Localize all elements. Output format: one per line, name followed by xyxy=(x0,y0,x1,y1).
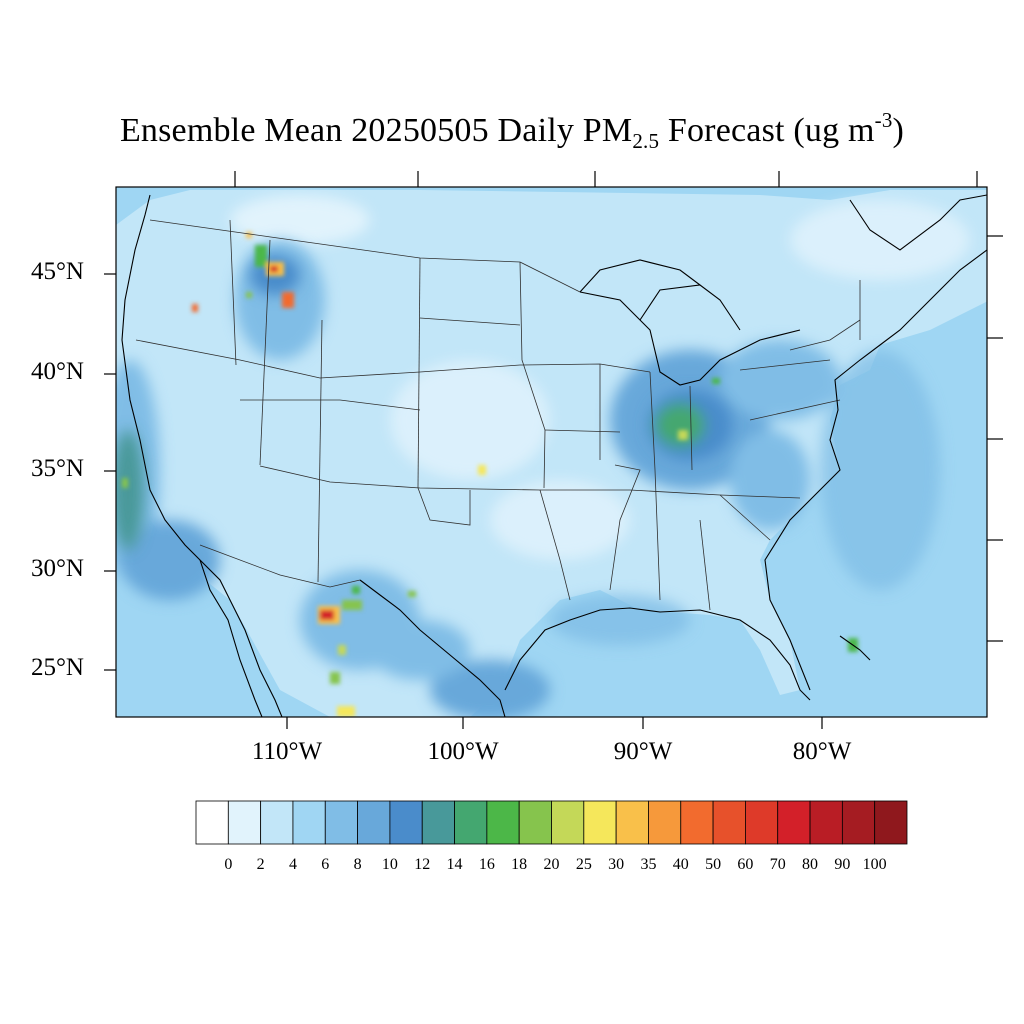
map-title: Ensemble Mean 20250505 Daily PM2.5 Forec… xyxy=(0,110,1024,153)
colorbar-tick-label: 6 xyxy=(321,856,330,873)
colorbar-tick-label: 20 xyxy=(543,856,560,873)
title-subscript: 2.5 xyxy=(632,129,660,153)
lon-label-80w: 80°W xyxy=(792,738,852,765)
colorbar-tick-label: 12 xyxy=(414,856,431,873)
colorbar-swatch xyxy=(841,800,876,845)
colorbar-tick-label: 25 xyxy=(575,856,592,873)
title-middle: Forecast (ug m xyxy=(659,112,875,149)
colorbar-tick-label: 70 xyxy=(769,856,786,873)
colorbar-swatch xyxy=(745,800,779,845)
lat-label-25n: 25°N xyxy=(30,654,84,681)
colorbar-swatch xyxy=(777,800,811,845)
colorbar-swatch xyxy=(195,800,229,845)
colorbar-tick-label: 40 xyxy=(672,856,689,873)
colorbar-swatch xyxy=(615,800,649,845)
lat-label-30n: 30°N xyxy=(30,555,84,582)
colorbar-tick-label: 14 xyxy=(446,856,463,873)
colorbar-swatch xyxy=(227,800,262,845)
colorbar xyxy=(195,800,908,845)
axis-ticks xyxy=(104,171,1003,729)
colorbar-tick-label: 10 xyxy=(381,856,398,873)
colorbar-swatch xyxy=(357,800,391,845)
map-field xyxy=(116,187,987,717)
colorbar-tick-label: 50 xyxy=(705,856,722,873)
lat-label-45n: 45°N xyxy=(30,258,84,285)
title-suffix: ) xyxy=(892,112,905,149)
colorbar-tick-label: 80 xyxy=(802,856,819,873)
colorbar-tick-label: 60 xyxy=(737,856,754,873)
colorbar-swatch xyxy=(292,800,326,845)
lon-label-90w: 90°W xyxy=(613,738,673,765)
lon-label-100w: 100°W xyxy=(427,738,499,765)
coastlines xyxy=(121,194,987,717)
colorbar-tick-label: 30 xyxy=(608,856,625,873)
colorbar-swatch xyxy=(389,800,423,845)
title-prefix: Ensemble Mean 20250505 Daily PM xyxy=(119,112,633,149)
colorbar-swatch xyxy=(874,800,908,845)
colorbar-swatch xyxy=(324,800,358,845)
colorbar-swatch xyxy=(551,800,585,845)
colorbar-swatch xyxy=(260,800,294,845)
colorbar-swatch xyxy=(680,800,714,845)
title-superscript: -3 xyxy=(874,108,893,132)
colorbar-swatch xyxy=(648,800,682,845)
map-frame xyxy=(115,186,988,718)
colorbar-swatch xyxy=(421,800,455,845)
colorbar-swatch xyxy=(583,800,617,845)
colorbar-tick-label: 18 xyxy=(511,856,528,873)
colorbar-tick-label: 2 xyxy=(256,856,265,873)
state-boundaries xyxy=(135,219,861,611)
colorbar-tick-label: 8 xyxy=(353,856,362,873)
concentration-field-light xyxy=(230,195,970,560)
colorbar-tick-label: 4 xyxy=(288,856,297,873)
colorbar-swatch xyxy=(454,800,488,845)
colorbar-tick-label: 100 xyxy=(862,856,887,873)
colorbar-swatch xyxy=(486,800,520,845)
lon-label-110w: 110°W xyxy=(251,738,323,765)
lat-label-40n: 40°N xyxy=(30,358,84,385)
lat-label-35n: 35°N xyxy=(30,455,84,482)
colorbar-swatch xyxy=(712,800,746,845)
colorbar-tick-label: 16 xyxy=(478,856,495,873)
colorbar-swatch xyxy=(518,800,552,845)
colorbar-tick-label: 0 xyxy=(224,856,233,873)
colorbar-swatch xyxy=(809,800,843,845)
colorbar-tick-label: 35 xyxy=(640,856,657,873)
colorbar-tick-label: 90 xyxy=(834,856,851,873)
